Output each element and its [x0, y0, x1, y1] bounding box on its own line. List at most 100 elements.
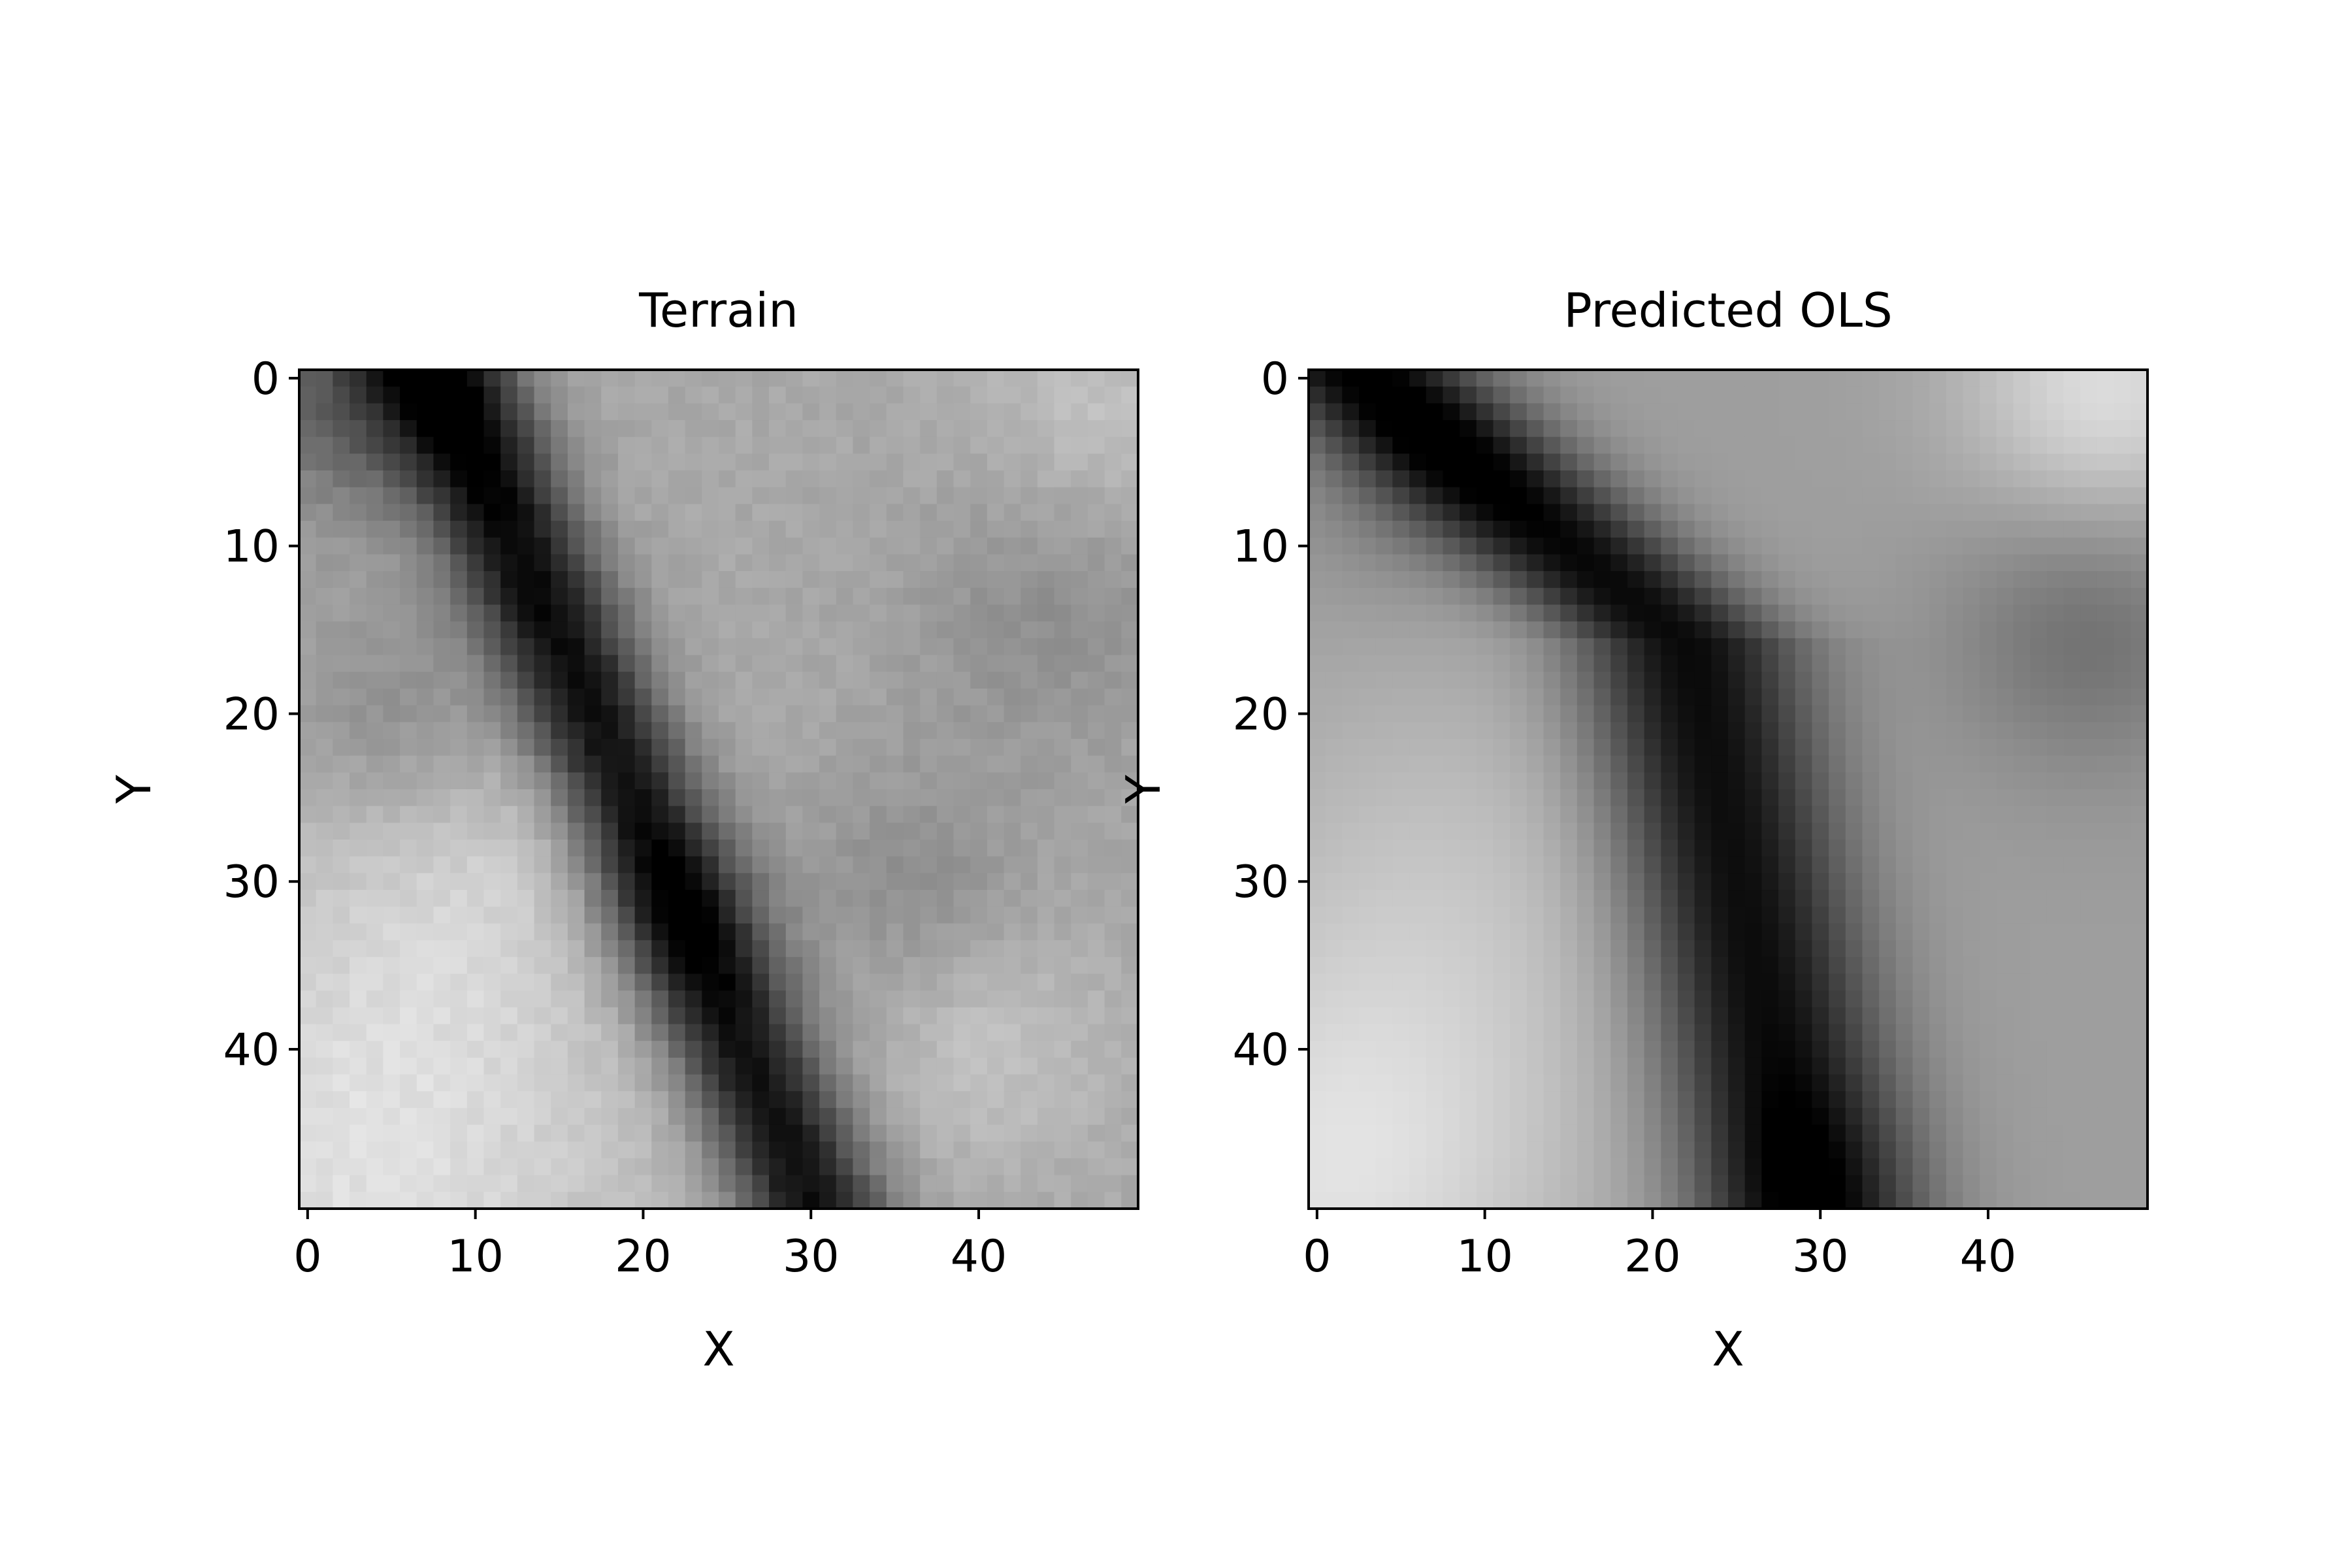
heatmap-cell — [2114, 487, 2131, 505]
heatmap-cell — [1104, 973, 1122, 991]
heatmap-cell — [1493, 1158, 1511, 1176]
heatmap-cell — [1610, 537, 1628, 555]
heatmap-cell — [1409, 1107, 1427, 1126]
heatmap-cell — [2131, 638, 2148, 656]
heatmap-cell — [651, 973, 669, 991]
heatmap-cell — [2097, 1024, 2115, 1041]
heatmap-cell — [1963, 1158, 1980, 1176]
heatmap-cell — [2114, 386, 2131, 404]
heatmap-cell — [1728, 705, 1746, 723]
heatmap-cell — [483, 453, 501, 471]
heatmap-cell — [2097, 755, 2115, 773]
heatmap-cell — [1460, 504, 1477, 521]
heatmap-cell — [1644, 772, 1661, 790]
heatmap-cell — [584, 772, 602, 790]
heatmap-cell — [1037, 403, 1055, 421]
heatmap-cell — [886, 655, 904, 672]
heatmap-cell — [1593, 906, 1611, 924]
heatmap-cell — [1426, 487, 1444, 505]
heatmap-cell — [1510, 554, 1527, 572]
heatmap-cell — [836, 1007, 854, 1025]
heatmap-cell — [517, 1175, 535, 1192]
heatmap-cell — [685, 386, 702, 404]
heatmap-cell — [1526, 688, 1544, 706]
heatmap-cell — [333, 806, 350, 823]
heatmap-cell — [1054, 1175, 1071, 1192]
heatmap-cell — [601, 722, 619, 740]
heatmap-cell — [2131, 755, 2148, 773]
heatmap-cell — [1325, 604, 1343, 622]
heatmap-cell — [601, 973, 619, 991]
heatmap-cell — [416, 738, 434, 757]
heatmap-cell — [350, 1091, 367, 1109]
heatmap-cell — [936, 923, 955, 941]
heatmap-cell — [1795, 1175, 1812, 1192]
heatmap-cell — [752, 688, 770, 706]
heatmap-cell — [416, 1124, 434, 1142]
heatmap-cell — [1426, 554, 1444, 572]
heatmap-cell — [1711, 386, 1729, 404]
heatmap-cell — [466, 621, 485, 639]
heatmap-cell — [1460, 386, 1477, 404]
heatmap-cell — [366, 604, 384, 622]
heatmap-cell — [651, 470, 669, 488]
heatmap-cell — [1071, 1074, 1088, 1092]
heatmap-cell — [1409, 1007, 1427, 1025]
heatmap-cell — [483, 973, 501, 991]
heatmap-cell — [617, 823, 636, 840]
heatmap-cell — [1610, 873, 1628, 890]
heatmap-cell — [2063, 587, 2081, 606]
heatmap-cell — [333, 1041, 350, 1058]
heatmap-cell — [1677, 973, 1695, 991]
heatmap-cell — [1004, 772, 1021, 790]
heatmap-cell — [987, 772, 1005, 790]
heatmap-cell — [1610, 705, 1628, 723]
heatmap-cell — [970, 587, 988, 606]
heatmap-cell — [466, 1107, 485, 1126]
heatmap-cell — [1963, 840, 1980, 857]
heatmap-cell — [2046, 1024, 2065, 1041]
heatmap-cell — [383, 1074, 400, 1092]
heatmap-cell — [802, 1192, 820, 1209]
heatmap-cell — [870, 840, 887, 857]
heatmap-cell — [534, 722, 551, 740]
heatmap-cell — [1829, 487, 1846, 505]
heatmap-cell — [1677, 738, 1695, 757]
heatmap-cell — [1845, 1007, 1863, 1025]
heatmap-cell — [601, 890, 619, 907]
heatmap-cell — [517, 604, 535, 622]
heatmap-cell — [1728, 420, 1746, 438]
heatmap-cell — [1895, 856, 1914, 874]
heatmap-cell — [433, 521, 451, 538]
heatmap-cell — [1879, 504, 1897, 521]
heatmap-cell — [1543, 990, 1561, 1008]
heatmap-cell — [1795, 705, 1812, 723]
heatmap-cell — [1375, 604, 1393, 622]
heatmap-cell — [383, 487, 400, 505]
heatmap-cell — [2114, 890, 2131, 907]
heatmap-cell — [584, 873, 602, 890]
heatmap-cell — [1980, 890, 1997, 907]
heatmap-cell — [668, 722, 686, 740]
heatmap-cell — [2046, 772, 2065, 790]
heatmap-cell — [1104, 1141, 1122, 1159]
heatmap-cell — [1879, 772, 1897, 790]
heatmap-cell — [836, 722, 854, 740]
heatmap-cell — [1375, 923, 1393, 941]
heatmap-cell — [1778, 1158, 1796, 1176]
heatmap-cell — [1644, 840, 1661, 857]
heatmap-cell — [1980, 672, 1997, 689]
heatmap-cell — [1895, 386, 1914, 404]
heatmap-cell — [1325, 420, 1343, 438]
heatmap-cell — [1071, 487, 1088, 505]
heatmap-cell — [1879, 940, 1897, 958]
heatmap-cell — [752, 973, 770, 991]
heatmap-cell — [702, 370, 719, 387]
heatmap-cell — [1054, 856, 1071, 874]
heatmap-cell — [668, 873, 686, 890]
heatmap-cell — [483, 755, 501, 773]
heatmap-cell — [400, 1041, 417, 1058]
heatmap-cell — [567, 386, 585, 404]
heatmap-cell — [702, 403, 719, 421]
heatmap-cell — [1996, 755, 2014, 773]
